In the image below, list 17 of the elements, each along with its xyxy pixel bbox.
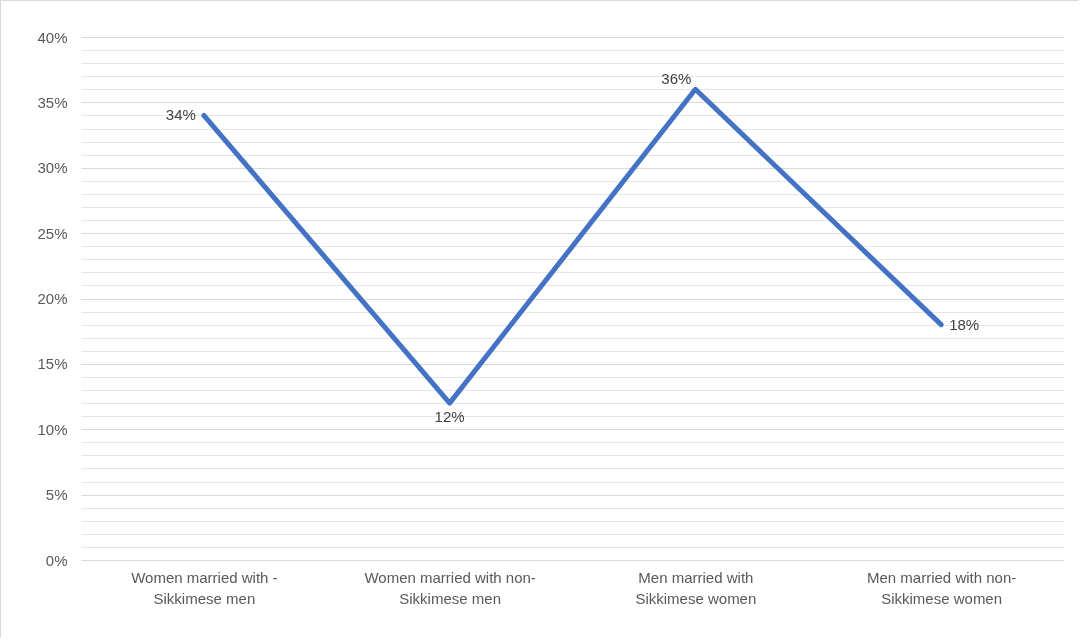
data-label: 34% xyxy=(165,106,196,124)
x-tick-label: Men married with Sikkimese women xyxy=(635,568,757,607)
y-tick-label: 20% xyxy=(37,290,68,307)
data-label: 36% xyxy=(661,70,692,88)
y-tick-label: 25% xyxy=(37,224,68,242)
data-label: 18% xyxy=(949,315,980,333)
y-tick-label: 0% xyxy=(45,551,68,569)
y-tick-label: 10% xyxy=(37,420,68,438)
y-tick-label: 5% xyxy=(45,486,68,504)
x-tick-label: Women married with non-Sikkimese men xyxy=(364,568,536,607)
data-label: 12% xyxy=(434,408,465,426)
y-tick-label: 30% xyxy=(37,159,68,177)
y-tick-label: 15% xyxy=(37,355,68,373)
x-tick-label: Women married with - Sikkimese men xyxy=(131,568,278,607)
x-tick-label: Men married with non-Sikkimese women xyxy=(867,568,1017,607)
y-tick-label: 35% xyxy=(37,93,68,111)
y-tick-label: 40% xyxy=(37,28,68,46)
